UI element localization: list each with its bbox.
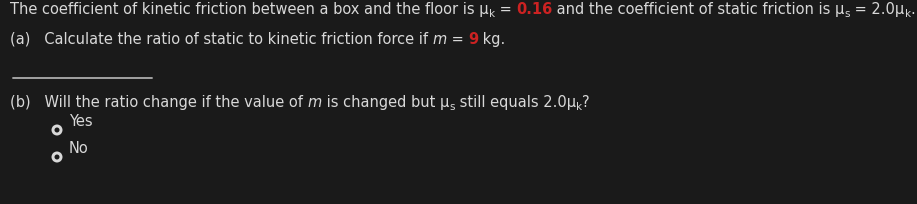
- Text: Yes: Yes: [69, 114, 93, 129]
- Text: m: m: [433, 32, 447, 47]
- Text: =: =: [447, 32, 469, 47]
- Text: 0.16: 0.16: [516, 2, 552, 17]
- Text: (b)   Will the ratio change if the value of: (b) Will the ratio change if the value o…: [10, 95, 307, 110]
- Text: k: k: [489, 9, 495, 19]
- Text: still equals 2.0μ: still equals 2.0μ: [455, 95, 576, 110]
- Text: and the coefficient of static friction is μ: and the coefficient of static friction i…: [552, 2, 845, 17]
- Text: .: .: [911, 2, 915, 17]
- Text: ?: ?: [582, 95, 590, 110]
- Text: k: k: [904, 9, 911, 19]
- Text: s: s: [845, 9, 850, 19]
- Text: The coefficient of kinetic friction between a box and the floor is μ: The coefficient of kinetic friction betw…: [10, 2, 489, 17]
- Text: kg.: kg.: [479, 32, 505, 47]
- Text: m: m: [307, 95, 322, 110]
- Text: No: No: [69, 141, 89, 156]
- Text: (a)   Calculate the ratio of static to kinetic friction force if: (a) Calculate the ratio of static to kin…: [10, 32, 433, 47]
- Text: k: k: [576, 102, 582, 112]
- Text: s: s: [449, 102, 455, 112]
- Text: = 2.0μ: = 2.0μ: [850, 2, 904, 17]
- Text: is changed but μ: is changed but μ: [322, 95, 449, 110]
- Text: 9: 9: [469, 32, 479, 47]
- Text: =: =: [495, 2, 516, 17]
